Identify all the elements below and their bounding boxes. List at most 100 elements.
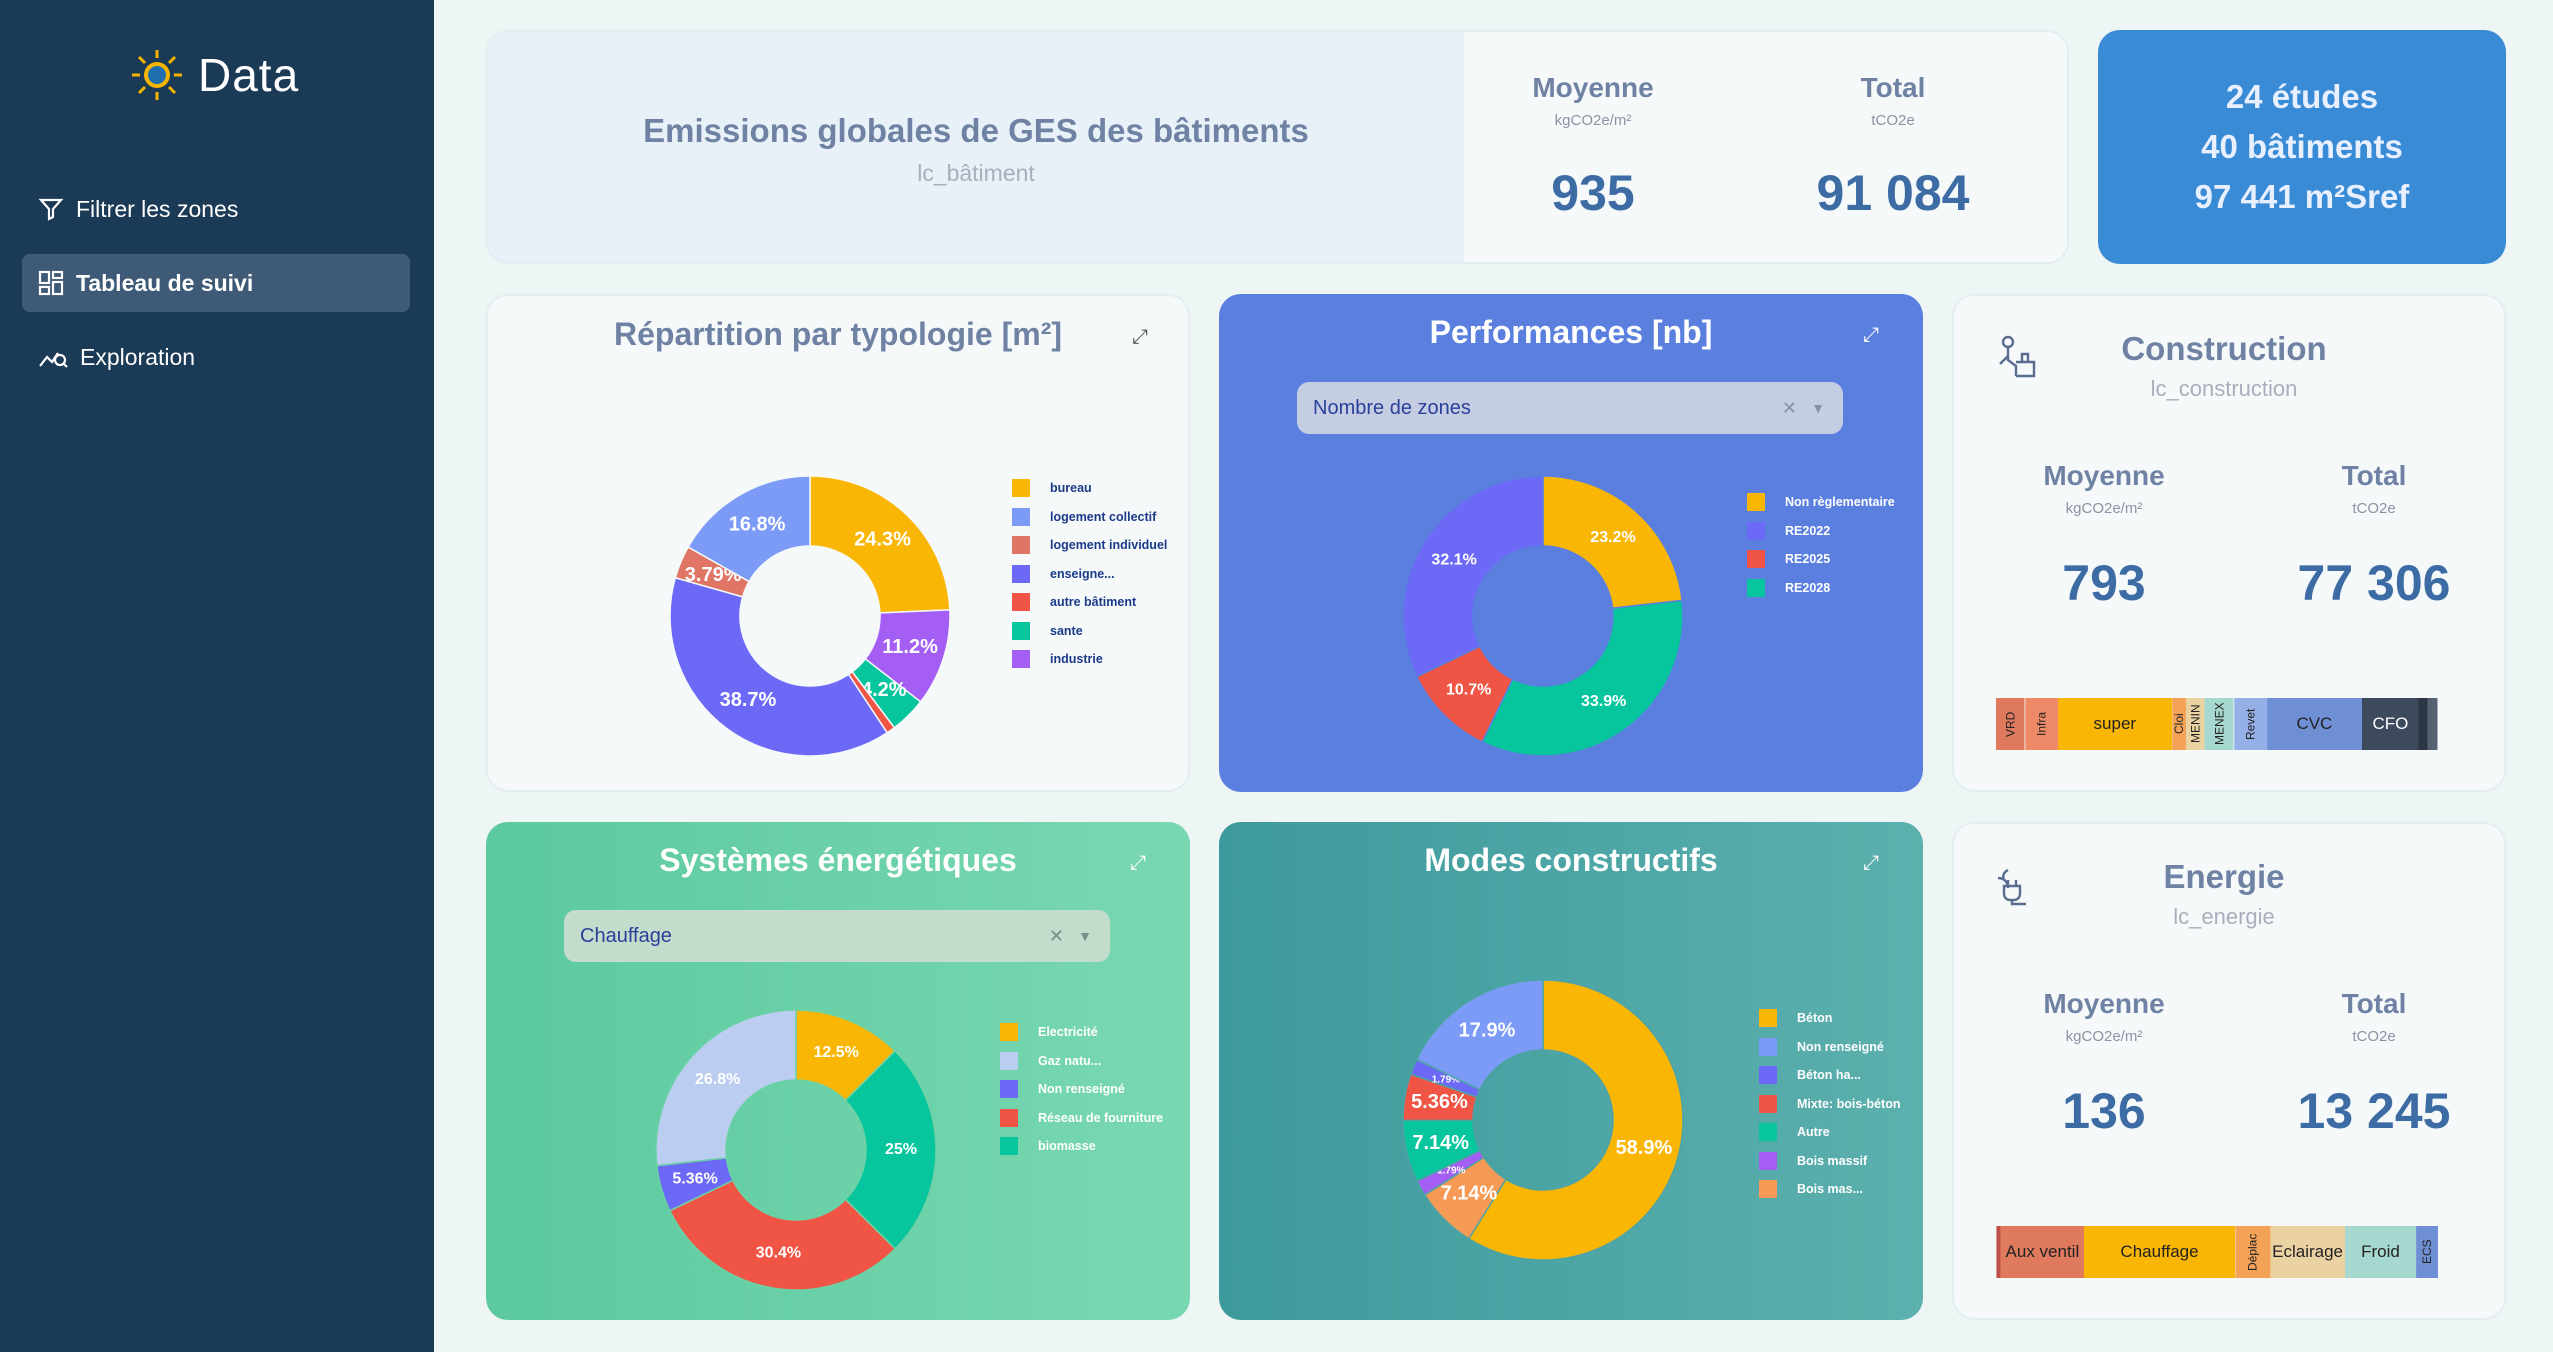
legend-item[interactable]: Bois massif [1759,1147,1900,1176]
bar-segment[interactable]: MENEX [2205,698,2234,750]
bar-segment[interactable]: VRD [1996,698,2025,750]
legend-item[interactable]: enseigne... [1012,560,1167,589]
donut-slice[interactable] [1415,979,1544,1091]
performances-select[interactable]: Nombre de zones ✕ ▼ [1297,382,1843,434]
legend-swatch [1012,479,1030,498]
construction-total-label: Total [2341,460,2407,491]
donut-slice-label: 32.1% [1431,551,1476,568]
legend-swatch [1759,1123,1777,1142]
bar-segment[interactable]: CVC [2266,698,2362,750]
legend-item[interactable]: sante [1012,617,1167,646]
bar-segment[interactable]: CFO [2361,698,2419,750]
systemes-select[interactable]: Chauffage ✕ ▼ [564,910,1110,962]
donut-slice-label: 24.3% [854,528,911,550]
modes-title: Modes constructifs [1424,842,1718,878]
donut-slice[interactable] [655,1009,797,1167]
donut-slice[interactable] [844,1049,937,1250]
nav-exploration[interactable]: Exploration [22,328,410,386]
donut-slice-label: 58.9% [1616,1137,1673,1159]
legend-item[interactable]: Non renseigné [1759,1033,1900,1062]
expand-icon[interactable]: ⤢ [1132,326,1148,348]
legend-item[interactable]: industrie [1012,645,1167,674]
typologie-card: Répartition par typologie [m²] ⤢ 24.3% 11… [486,294,1190,792]
legend-label: Béton ha... [1797,1068,1861,1083]
sidebar: Data Filtrer les zones Tableau de suivi … [0,0,434,1352]
performances-select-value: Nombre de zones [1313,396,1471,419]
sun-logo-icon [132,50,182,100]
legend-label: sante [1050,623,1083,638]
energie-total-label: Total [2341,988,2407,1019]
legend-swatch [1012,536,1030,555]
donut-slice[interactable] [809,475,951,614]
donut-slice[interactable] [1402,475,1544,678]
legend-item[interactable]: Bois mas... [1759,1175,1900,1204]
donut-slice[interactable] [669,576,889,757]
bar-segment[interactable]: ECS [2415,1226,2438,1278]
legend-item[interactable]: Non règlementaire [1747,488,1895,517]
donut-slice[interactable] [687,475,811,583]
donut-slice-label: 1.79% [1437,1166,1465,1177]
legend-item[interactable]: biomasse [1000,1132,1163,1161]
bar-segment[interactable]: Aux ventil [2000,1226,2085,1278]
legend-label: Gaz natu... [1038,1053,1102,1068]
legend-item[interactable]: RE2022 [1747,517,1895,546]
legend-item[interactable]: Béton [1759,1004,1900,1033]
legend-swatch [1012,650,1030,669]
legend-item[interactable]: logement collectif [1012,503,1167,532]
legend-label: RE2025 [1785,552,1831,567]
construction-moyenne-value: 793 [2062,555,2146,611]
legend-item[interactable]: Mixte: bois-béton [1759,1090,1900,1119]
chevron-down-icon[interactable]: ▼ [1078,928,1092,944]
bar-segment[interactable]: Chauffage [2084,1226,2235,1278]
legend-item[interactable]: autre bâtiment [1012,588,1167,617]
construction-stacked-bar: VRD Infra super Cloi MENIN MENEX Revet CVC CFO [1996,698,2438,750]
bar-segment[interactable] [2428,698,2438,750]
bar-segment[interactable]: Revet [2233,698,2267,750]
bar-segment[interactable]: Froid [2345,1226,2416,1278]
legend-item[interactable]: Gaz natu... [1000,1047,1163,1076]
donut-slice-label: 12.5% [813,1044,858,1061]
energie-total-value: 13 245 [2297,1083,2451,1139]
clear-icon[interactable]: ✕ [1781,397,1797,418]
legend-item[interactable]: RE2028 [1747,574,1895,603]
expand-icon[interactable]: ⤢ [1863,852,1879,874]
energie-subtitle: lc_energie [2173,904,2275,929]
expand-icon[interactable]: ⤢ [1863,324,1879,346]
nav-tableau-de-suivi[interactable]: Tableau de suivi [22,254,410,312]
legend-swatch [1012,593,1030,612]
energie-title: Energie [2163,858,2285,895]
legend-swatch [1759,1066,1777,1085]
donut-slice-label: 11.2% [882,636,938,658]
donut-slice[interactable] [668,1179,897,1291]
chevron-down-icon[interactable]: ▼ [1811,400,1825,416]
expand-icon[interactable]: ⤢ [1130,852,1146,874]
legend-label: Non renseigné [1038,1082,1125,1097]
legend-item[interactable]: Non renseigné [1000,1075,1163,1104]
bar-segment[interactable]: Infra [2024,698,2058,750]
legend-item[interactable]: Réseau de fourniture [1000,1104,1163,1133]
bar-segment[interactable]: Cloi [2171,698,2187,750]
legend-item[interactable]: Autre [1759,1118,1900,1147]
donut-slice[interactable] [1542,475,1683,610]
bar-segment[interactable]: Eclairage [2270,1226,2346,1278]
dashboard-icon [38,270,64,296]
legend-item[interactable]: RE2025 [1747,545,1895,574]
legend-swatch [1012,621,1030,640]
donut-slice[interactable] [1467,979,1684,1261]
construction-total-value: 77 306 [2297,555,2451,611]
bar-segment[interactable]: MENIN [2186,698,2206,750]
bar-segment[interactable] [1996,1226,2001,1278]
donut-slice[interactable] [1481,599,1684,757]
header-card: Emissions globales de GES des bâtiments … [486,30,2069,264]
clear-icon[interactable]: ✕ [1048,925,1064,946]
typologie-legend: bureau logement collectif logement individ… [1012,474,1167,674]
legend-item[interactable]: Electricité [1000,1018,1163,1047]
legend-label: RE2028 [1785,580,1831,595]
bar-segment[interactable]: super [2057,698,2172,750]
app-logo[interactable]: Data [130,48,299,102]
legend-item[interactable]: logement individuel [1012,531,1167,560]
bar-segment[interactable]: Déplac [2234,1226,2270,1278]
legend-item[interactable]: Béton ha... [1759,1061,1900,1090]
nav-filter-zones[interactable]: Filtrer les zones [22,180,410,238]
legend-item[interactable]: bureau [1012,474,1167,503]
